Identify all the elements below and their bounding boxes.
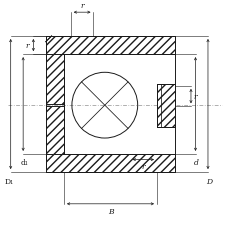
Text: r: r bbox=[26, 42, 29, 50]
Bar bbox=[156, 84, 174, 127]
Bar bbox=[46, 37, 174, 55]
Bar bbox=[46, 107, 64, 154]
Bar bbox=[46, 55, 64, 105]
Text: r: r bbox=[80, 2, 84, 10]
Text: d₁: d₁ bbox=[20, 158, 28, 166]
Text: B: B bbox=[107, 207, 113, 215]
Bar bbox=[156, 84, 174, 127]
Bar bbox=[46, 37, 174, 172]
Text: r: r bbox=[141, 163, 144, 171]
Text: D: D bbox=[205, 177, 211, 185]
Bar bbox=[46, 154, 174, 172]
Text: D₁: D₁ bbox=[5, 177, 14, 185]
Text: r: r bbox=[193, 93, 196, 101]
Text: d: d bbox=[193, 158, 198, 166]
